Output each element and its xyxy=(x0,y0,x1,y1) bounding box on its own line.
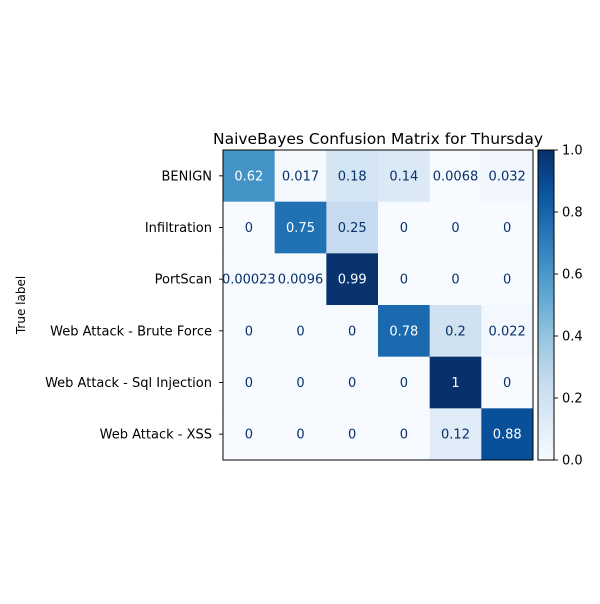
row-label: PortScan xyxy=(155,273,212,288)
matrix-cell xyxy=(481,408,534,461)
matrix-cell xyxy=(429,253,482,306)
matrix-frame xyxy=(222,149,534,461)
matrix-cell xyxy=(481,253,534,306)
matrix-cell xyxy=(223,305,276,358)
cell-value-label: 0.75 xyxy=(286,221,315,236)
cell-value-label: 0.017 xyxy=(282,169,319,184)
cell-value-label: 0.032 xyxy=(489,169,526,184)
colorbar: 0.0 0.2 0.4 0.6 0.8 1.0 xyxy=(537,144,583,469)
row-label: Infiltration xyxy=(145,221,212,236)
cell-value-label: 0 xyxy=(348,376,356,391)
cell-value-label: 0 xyxy=(296,428,304,443)
matrix-cell xyxy=(223,201,276,254)
row-label: Web Attack - XSS xyxy=(100,428,212,443)
cell-value-label: 0 xyxy=(348,324,356,339)
cell-value-label: 0.18 xyxy=(338,169,367,184)
matrix-cell xyxy=(378,253,431,306)
cell-value-label: 0 xyxy=(503,376,511,391)
matrix-cell xyxy=(378,150,431,203)
matrix-cell xyxy=(223,150,276,203)
cell-value-label: 0 xyxy=(400,428,408,443)
cell-value-label: 0.25 xyxy=(338,221,367,236)
matrix-cell xyxy=(326,356,379,409)
cell-value-label: 0.0068 xyxy=(433,169,479,184)
matrix-cell xyxy=(378,356,431,409)
matrix-cell xyxy=(429,150,482,203)
cell-value-label: 0 xyxy=(245,376,253,391)
cell-value-label: 0 xyxy=(400,221,408,236)
row-label: BENIGN xyxy=(162,169,213,184)
cell-value-label: 0.2 xyxy=(445,324,466,339)
matrix-cell xyxy=(326,305,379,358)
matrix-cell xyxy=(481,305,534,358)
matrix-cell xyxy=(429,305,482,358)
matrix-cell-labels: 0.62 0.017 0.18 0.14 0.0068 0.032 0 0.75 0.25 0 0 0… xyxy=(222,169,526,442)
row-label: Web Attack - Sql Injection xyxy=(45,376,212,391)
matrix-cell xyxy=(223,408,276,461)
matrix-cell xyxy=(429,201,482,254)
colorbar-tick-label: 0.2 xyxy=(562,392,583,407)
cell-value-label: 0.12 xyxy=(441,428,470,443)
matrix-cell xyxy=(326,408,379,461)
cell-value-label: 0.78 xyxy=(389,324,418,339)
chart-title: NaiveBayes Confusion Matrix for Thursday xyxy=(213,130,543,148)
matrix-cell xyxy=(481,356,534,409)
matrix-cell xyxy=(429,408,482,461)
colorbar-tick-label: 0.4 xyxy=(562,330,583,345)
cell-value-label: 0 xyxy=(400,273,408,288)
cell-value-label: 0 xyxy=(245,324,253,339)
matrix-cell xyxy=(274,356,327,409)
matrix-cell xyxy=(326,253,379,306)
matrix-cell xyxy=(274,408,327,461)
cell-value-label: 0.99 xyxy=(338,273,367,288)
matrix-cell xyxy=(223,253,276,306)
matrix-cell xyxy=(378,305,431,358)
matrix-cell xyxy=(274,150,327,203)
cell-value-label: 0 xyxy=(296,324,304,339)
matrix-cells xyxy=(222,149,534,461)
y-axis-label: True label xyxy=(14,276,28,335)
matrix-cell xyxy=(223,356,276,409)
matrix-cell xyxy=(274,305,327,358)
cell-value-label: 0 xyxy=(296,376,304,391)
cell-value-label: 0 xyxy=(245,428,253,443)
cell-value-label: 0.14 xyxy=(389,169,418,184)
colorbar-tick-label: 0.6 xyxy=(562,268,583,283)
cell-value-label: 0 xyxy=(451,221,459,236)
colorbar-tick-label: 0.0 xyxy=(562,454,583,469)
matrix-cell xyxy=(274,253,327,306)
cell-value-label: 0 xyxy=(245,221,253,236)
matrix-cell xyxy=(481,150,534,203)
cell-value-label: 0 xyxy=(400,376,408,391)
matrix-cell xyxy=(378,201,431,254)
cell-value-label: 0.62 xyxy=(234,169,263,184)
cell-value-label: 0.00023 xyxy=(222,273,276,288)
matrix-cell xyxy=(481,201,534,254)
matrix-cell xyxy=(326,150,379,203)
cell-value-label: 0 xyxy=(348,428,356,443)
cell-value-label: 0 xyxy=(503,273,511,288)
cell-value-label: 0.88 xyxy=(493,428,522,443)
cell-value-label: 1 xyxy=(451,376,459,391)
matrix-cell xyxy=(378,408,431,461)
colorbar-gradient xyxy=(537,149,555,461)
matrix-cell xyxy=(274,201,327,254)
cell-value-label: 0 xyxy=(503,221,511,236)
cell-value-label: 0 xyxy=(451,273,459,288)
cell-value-label: 0.022 xyxy=(489,324,526,339)
cell-value-label: 0.0096 xyxy=(278,273,324,288)
row-tick-labels: BENIGN Infiltration PortScan Web Attack - B… xyxy=(45,169,223,443)
row-label: Web Attack - Brute Force xyxy=(50,324,212,339)
colorbar-tick-label: 0.8 xyxy=(562,206,583,221)
colorbar-tick-label: 1.0 xyxy=(562,144,583,159)
matrix-cell xyxy=(429,356,482,409)
matrix-cell xyxy=(326,201,379,254)
